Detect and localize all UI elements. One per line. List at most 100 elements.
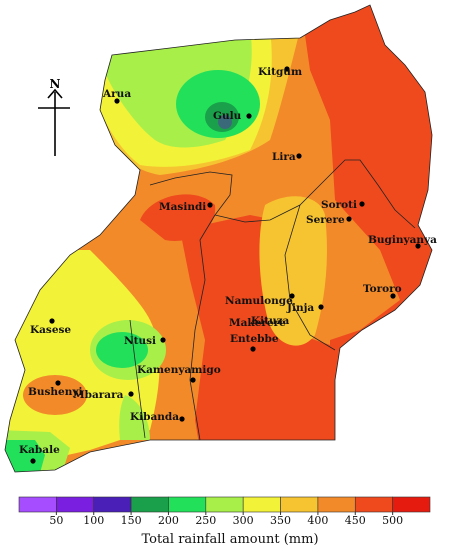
city-soroti: Soroti	[321, 199, 365, 211]
zone-350-400-bushenyi	[23, 375, 87, 415]
city-dot	[318, 304, 324, 310]
city-kabale: Kabale	[19, 444, 60, 464]
zone-200-250-kibanda	[119, 395, 150, 440]
boundary-north-central	[149, 171, 233, 216]
city-dot	[49, 318, 55, 324]
boundary-kyoga	[284, 204, 336, 351]
legend-tick-label: 100	[83, 514, 104, 527]
legend-swatch	[56, 496, 95, 513]
city-label: Kamenyamigo	[137, 364, 221, 376]
legend-swatch	[354, 496, 393, 513]
region-boundaries	[4, 4, 433, 473]
north-arrow: N	[38, 77, 70, 156]
legend-swatch	[168, 496, 207, 513]
city-label: Kasese	[30, 324, 71, 336]
city-label: Kitgum	[258, 66, 302, 78]
city-label: Masindi	[159, 201, 206, 213]
city-dot	[296, 153, 302, 159]
city-label: Buginyanya	[368, 234, 437, 246]
city-dot	[346, 216, 352, 222]
city-tororo: Tororo	[363, 283, 402, 299]
legend-swatches	[18, 496, 431, 513]
city-label: Soroti	[321, 199, 357, 211]
legend-tick-label: 450	[345, 514, 366, 527]
city-label: Kituza	[251, 315, 290, 327]
legend: 50 100 150 200 250 300 350 400 450 500 Total rain…	[18, 496, 431, 547]
legend-swatch	[280, 496, 319, 513]
legend-swatch	[205, 496, 244, 513]
city-dot	[415, 243, 421, 249]
city-dot	[246, 113, 252, 119]
city-dot	[179, 416, 185, 422]
city-label: Gulu	[213, 110, 242, 122]
north-arrow-head	[47, 88, 63, 99]
city-dot	[190, 377, 196, 383]
city-markers: Kitgum Arua Gulu Lira Soroti Serere Masi…	[19, 66, 437, 464]
zone-50-100-gulu	[218, 115, 232, 129]
city-kituza: Kituza	[251, 315, 290, 327]
city-dot	[250, 346, 256, 352]
city-jinja: Jinja	[286, 302, 324, 314]
zone-300-350-kyoga	[259, 196, 327, 346]
city-label: Ntusi	[124, 335, 156, 347]
city-label: Arua	[102, 88, 131, 100]
boundary-central-west	[189, 214, 216, 441]
city-ntusi: Ntusi	[124, 335, 166, 347]
city-dot	[207, 202, 213, 208]
zone-400-450-masindi	[140, 194, 216, 241]
legend-swatch	[317, 496, 356, 513]
city-label: Bushenyi	[28, 386, 82, 398]
legend-tick-label: 350	[270, 514, 291, 527]
legend-swatch	[93, 496, 132, 513]
city-masindi: Masindi	[159, 201, 213, 213]
legend-swatch	[130, 496, 169, 513]
city-label: Mbarara	[73, 389, 124, 401]
boundary-east	[214, 159, 416, 229]
city-buginyanya: Buginyanya	[368, 234, 437, 249]
legend-tick-label: 50	[49, 514, 63, 527]
legend-swatch	[392, 496, 431, 513]
city-label: Kibanda	[130, 411, 179, 423]
city-label: Tororo	[363, 283, 402, 295]
city-arua: Arua	[102, 88, 131, 104]
city-dot	[289, 293, 295, 299]
country-outline	[4, 4, 433, 473]
city-bushenyi: Bushenyi	[28, 380, 82, 398]
north-label: N	[50, 77, 61, 91]
city-kitgum: Kitgum	[258, 66, 302, 78]
legend-tick-label: 200	[158, 514, 179, 527]
city-lira: Lira	[272, 151, 302, 163]
zone-250-300-west	[5, 250, 160, 470]
city-label: Entebbe	[230, 333, 279, 345]
city-namulonge: Namulonge	[225, 293, 295, 307]
city-dot	[128, 391, 134, 397]
legend-swatch	[242, 496, 281, 513]
city-entebbe: Entebbe	[230, 333, 279, 352]
legend-ticks: 50 100 150 200 250 300 350 400 450 500	[49, 512, 403, 527]
city-label: Makerere	[229, 317, 286, 329]
city-kamenyamigo: Kamenyamigo	[137, 364, 221, 383]
city-label: Serere	[306, 214, 345, 226]
city-dot	[284, 66, 290, 72]
legend-tick-label: 150	[121, 514, 142, 527]
city-gulu: Gulu	[213, 110, 252, 122]
legend-tick-label: 250	[195, 514, 216, 527]
legend-title: Total rainfall amount (mm)	[141, 532, 318, 547]
city-kasese: Kasese	[30, 318, 71, 336]
legend-tick-label: 500	[382, 514, 403, 527]
city-dot	[55, 380, 61, 386]
city-dot	[30, 458, 36, 464]
city-serere: Serere	[306, 214, 352, 226]
city-dot	[359, 201, 365, 207]
legend-tick-label: 300	[233, 514, 254, 527]
city-dot	[114, 98, 120, 104]
city-makerere: Makerere	[229, 317, 286, 329]
legend-swatch	[18, 496, 57, 513]
legend-tick-label: 400	[307, 514, 328, 527]
city-label: Kabale	[19, 444, 60, 456]
city-label: Lira	[272, 151, 296, 163]
city-dot	[390, 293, 396, 299]
city-dot	[160, 337, 166, 343]
city-kibanda: Kibanda	[130, 411, 185, 423]
